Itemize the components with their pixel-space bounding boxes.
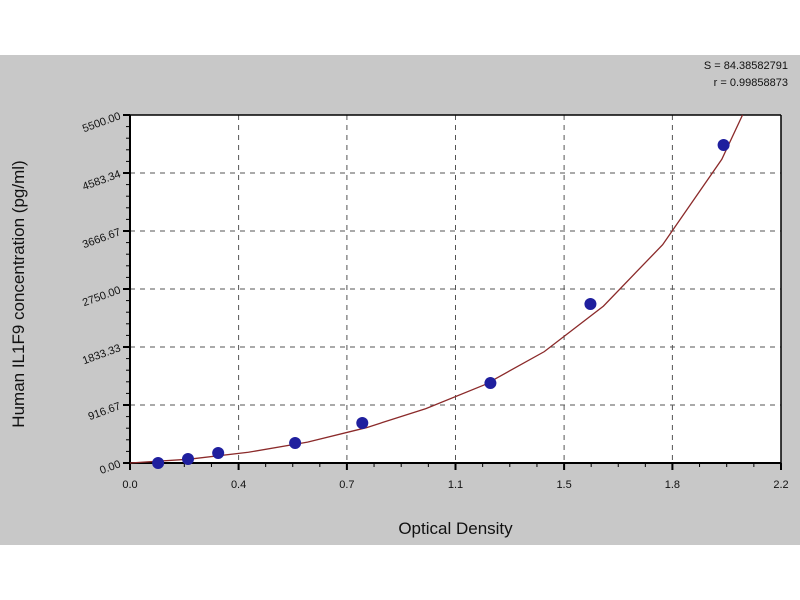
x-tick-label: 1.1 xyxy=(448,479,463,491)
y-tick-label: 1833.33 xyxy=(81,342,122,367)
x-axis-label: Optical Density xyxy=(398,519,513,538)
data-point xyxy=(484,377,497,390)
data-point xyxy=(289,437,302,450)
r-value: r = 0.99858873 xyxy=(713,77,788,89)
data-point xyxy=(181,453,194,466)
y-tick-label: 4583.34 xyxy=(81,168,122,193)
data-point xyxy=(152,457,165,469)
s-value: S = 84.38582791 xyxy=(703,60,788,72)
x-tick-label: 1.5 xyxy=(556,479,571,491)
y-tick-label: 0.00 xyxy=(98,458,122,477)
x-tick-label: 0.7 xyxy=(339,479,354,491)
fit-statistics: S = 84.38582791 r = 0.99858873 xyxy=(704,58,788,92)
fit-curve xyxy=(129,114,744,464)
data-point xyxy=(356,417,369,430)
data-point xyxy=(212,447,225,460)
data-point xyxy=(717,138,730,151)
y-axis-label: Human IL1F9 concentration (pg/ml) xyxy=(9,160,28,427)
y-tick-label: 5500.00 xyxy=(81,110,122,135)
y-tick-label: 916.67 xyxy=(87,400,123,423)
x-tick-label: 1.8 xyxy=(665,479,680,491)
x-tick-label: 0.4 xyxy=(231,479,246,491)
x-tick-label: 2.2 xyxy=(773,479,788,491)
y-tick-label: 3666.67 xyxy=(81,226,122,251)
x-tick-label: 0.0 xyxy=(122,479,137,491)
y-tick-label: 2750.00 xyxy=(81,284,122,309)
data-point xyxy=(584,297,597,310)
